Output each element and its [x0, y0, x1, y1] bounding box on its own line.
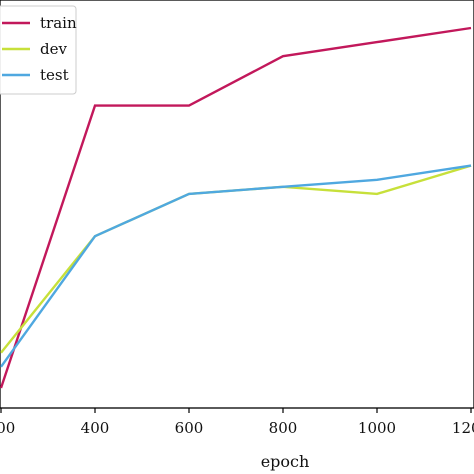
x-tick-label: 800: [269, 419, 298, 437]
series-line-train: [0, 26, 472, 389]
series-line-test: [0, 164, 472, 368]
plot-frame: [0, 0, 474, 409]
x-tick-label: 400: [81, 419, 110, 437]
legend: train dev test: [0, 5, 77, 95]
series-line-dev: [0, 164, 472, 354]
x-tick-label: 1200: [452, 419, 474, 437]
legend-label-test: test: [40, 66, 69, 84]
x-tick-label: 600: [175, 419, 204, 437]
plot-area: [0, 0, 474, 409]
x-tick-label: 200: [0, 419, 15, 437]
legend-label-dev: dev: [40, 40, 67, 58]
x-axis-title: epoch: [261, 452, 310, 471]
series-layer: [0, 26, 472, 389]
legend-label-train: train: [40, 14, 77, 32]
x-tick-label: 1000: [358, 419, 396, 437]
x-axis: 200 400 600 800 1000 1200: [0, 408, 474, 437]
legend-box: [0, 5, 77, 95]
